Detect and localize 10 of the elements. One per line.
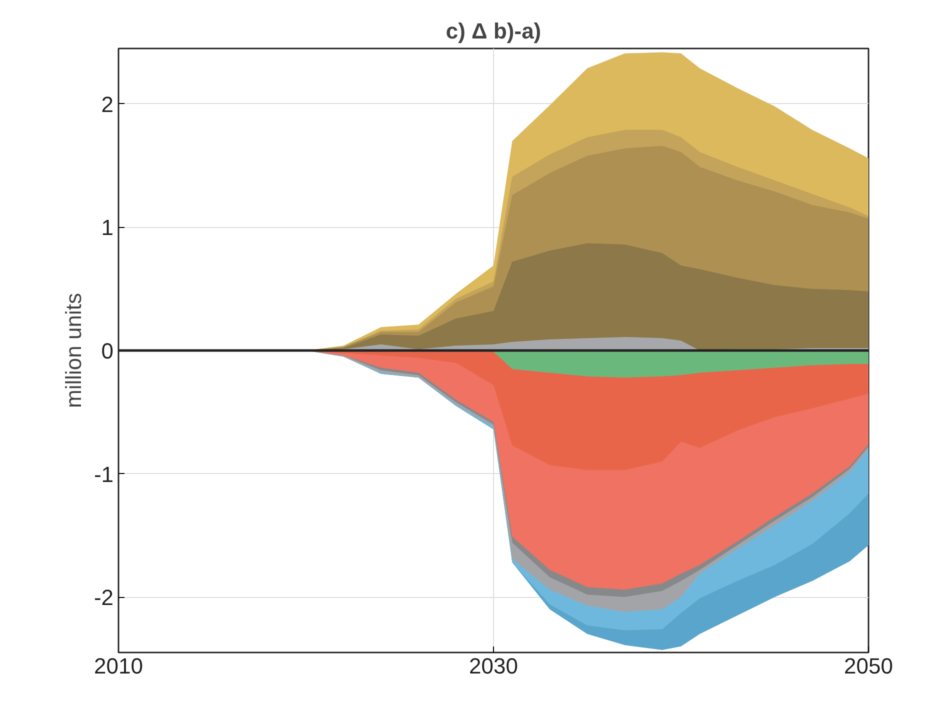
y-tick-label: -1 — [94, 462, 114, 487]
x-tick-label: 2050 — [844, 654, 893, 678]
y-tick-label: 0 — [101, 338, 114, 364]
y-axis-title: million units — [60, 293, 86, 408]
x-tick-label: 2010 — [94, 654, 143, 678]
x-tick-label: 2030 — [469, 654, 518, 678]
y-tick-label: -2 — [94, 585, 114, 610]
y-tick-label: 1 — [101, 215, 114, 240]
y-tick-label: 2 — [101, 92, 114, 117]
chart-title: c) Δ b)-a) — [446, 18, 542, 44]
